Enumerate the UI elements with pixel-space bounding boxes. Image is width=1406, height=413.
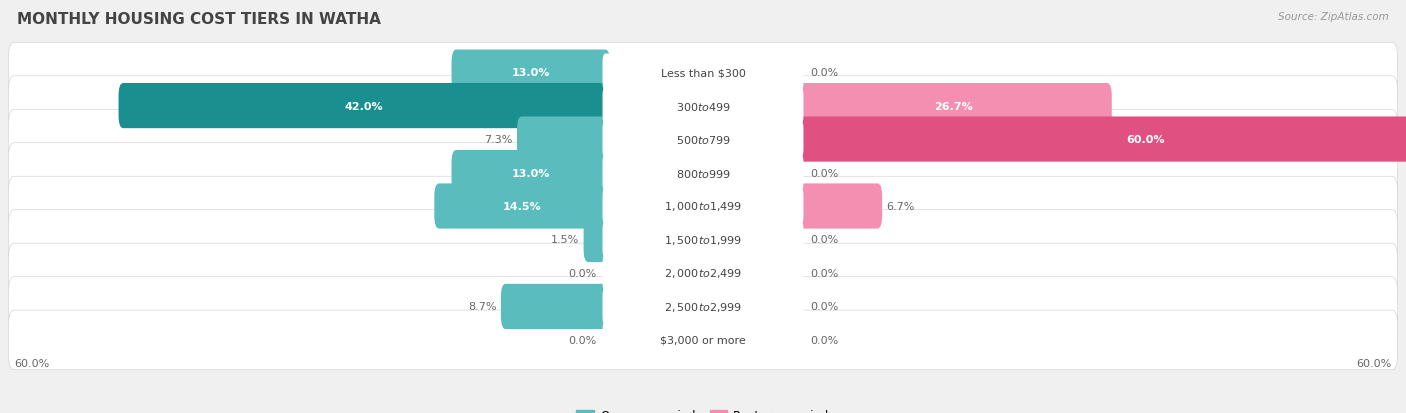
Text: 0.0%: 0.0% [810,168,838,178]
FancyBboxPatch shape [8,244,1398,303]
Text: Less than $300: Less than $300 [661,68,745,78]
FancyBboxPatch shape [8,76,1398,136]
Text: 26.7%: 26.7% [935,101,973,112]
Text: 42.0%: 42.0% [344,101,384,112]
FancyBboxPatch shape [796,117,1406,162]
Text: $2,000 to $2,499: $2,000 to $2,499 [664,267,742,280]
Legend: Owner-occupied, Renter-occupied: Owner-occupied, Renter-occupied [572,404,834,413]
Text: 1.5%: 1.5% [551,235,579,245]
Text: $300 to $499: $300 to $499 [675,100,731,112]
FancyBboxPatch shape [603,221,803,259]
FancyBboxPatch shape [8,210,1398,270]
Text: 0.0%: 0.0% [568,268,596,278]
FancyBboxPatch shape [603,55,803,91]
FancyBboxPatch shape [796,184,882,229]
Text: 0.0%: 0.0% [810,68,838,78]
FancyBboxPatch shape [8,310,1398,370]
FancyBboxPatch shape [501,284,610,329]
Text: 0.0%: 0.0% [810,268,838,278]
Text: $500 to $799: $500 to $799 [675,134,731,146]
FancyBboxPatch shape [583,217,610,262]
FancyBboxPatch shape [8,43,1398,103]
FancyBboxPatch shape [451,50,610,95]
Text: 60.0%: 60.0% [1126,135,1164,145]
Text: MONTHLY HOUSING COST TIERS IN WATHA: MONTHLY HOUSING COST TIERS IN WATHA [17,12,381,27]
Text: 7.3%: 7.3% [484,135,512,145]
Text: 8.7%: 8.7% [468,301,496,312]
Text: 6.7%: 6.7% [887,202,915,211]
FancyBboxPatch shape [603,288,803,325]
Text: 13.0%: 13.0% [512,168,550,178]
FancyBboxPatch shape [603,255,803,292]
Text: 0.0%: 0.0% [810,235,838,245]
FancyBboxPatch shape [603,121,803,158]
FancyBboxPatch shape [603,188,803,225]
Text: 0.0%: 0.0% [568,335,596,345]
FancyBboxPatch shape [603,154,803,192]
Text: 14.5%: 14.5% [503,202,541,211]
FancyBboxPatch shape [434,184,610,229]
Text: $1,000 to $1,499: $1,000 to $1,499 [664,200,742,213]
FancyBboxPatch shape [796,84,1112,129]
Text: $3,000 or more: $3,000 or more [661,335,745,345]
FancyBboxPatch shape [451,151,610,196]
Text: 0.0%: 0.0% [810,301,838,312]
FancyBboxPatch shape [8,143,1398,203]
Text: Source: ZipAtlas.com: Source: ZipAtlas.com [1278,12,1389,22]
Text: 60.0%: 60.0% [14,358,49,368]
FancyBboxPatch shape [603,322,803,358]
Text: 13.0%: 13.0% [512,68,550,78]
Text: $2,500 to $2,999: $2,500 to $2,999 [664,300,742,313]
Text: 0.0%: 0.0% [810,335,838,345]
Text: $1,500 to $1,999: $1,500 to $1,999 [664,233,742,247]
FancyBboxPatch shape [8,110,1398,169]
Text: $800 to $999: $800 to $999 [675,167,731,179]
FancyBboxPatch shape [8,177,1398,236]
FancyBboxPatch shape [517,117,610,162]
FancyBboxPatch shape [603,88,803,125]
Text: 60.0%: 60.0% [1357,358,1392,368]
FancyBboxPatch shape [8,277,1398,337]
FancyBboxPatch shape [118,84,610,129]
